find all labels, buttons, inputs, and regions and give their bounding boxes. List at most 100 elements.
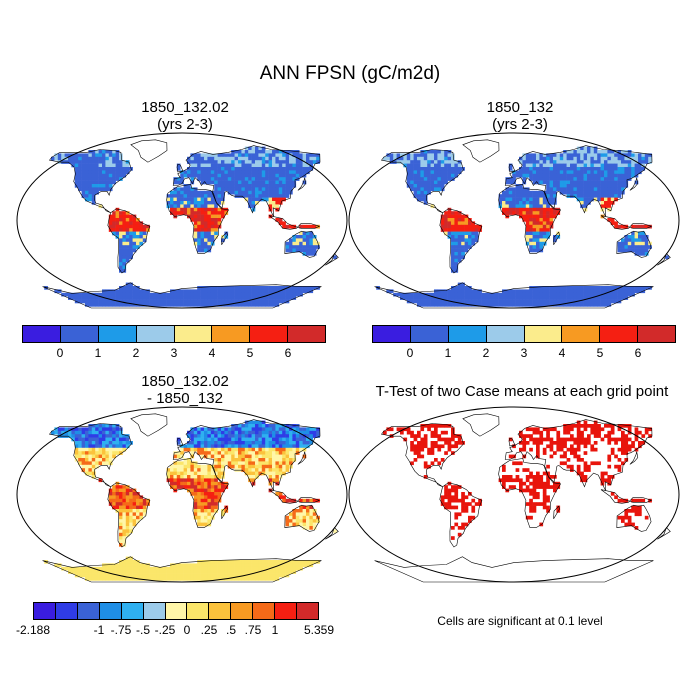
colorbar-tick-label: 0 — [183, 623, 191, 637]
colorbar-swatch — [373, 326, 411, 342]
colorbar-tick-label: -2.188 — [15, 623, 51, 637]
colorbar-tick-label: 0 — [406, 346, 414, 360]
panel-title-ttest: T-Test of two Case means at each grid po… — [375, 383, 669, 400]
coastline-eurasia — [172, 145, 321, 217]
coastline-southAmerica — [107, 208, 151, 274]
map-border — [348, 132, 680, 309]
colorbar-swatch — [448, 326, 487, 342]
coastline-madagascar — [553, 231, 560, 245]
colorbar-swatch — [209, 603, 232, 619]
colorbar-tick-label: .75 — [244, 623, 262, 637]
colorbar-case2 — [372, 325, 676, 343]
colorbar-tick-label: 1 — [94, 346, 102, 360]
coastline-antarctica — [374, 556, 654, 583]
coastline-eurasia — [172, 419, 321, 491]
coastline-africa — [498, 184, 562, 254]
colorbar-tick-label: .25 — [200, 623, 218, 637]
colorbar-swatch — [231, 603, 254, 619]
coastline-newzealand — [325, 253, 339, 266]
significance-footnote: Cells are significant at 0.1 level — [437, 614, 603, 628]
colorbar-swatch — [212, 326, 251, 342]
coastline-japan — [629, 177, 639, 191]
colorbar-labels-case2: 0 1 2 3 4 5 6 — [372, 346, 676, 360]
colorbar-swatch — [253, 603, 276, 619]
colorbar-tick-label: 2 — [482, 346, 490, 360]
colorbar-swatch — [288, 326, 325, 342]
map-ttest — [348, 406, 680, 583]
coastline-japan — [629, 451, 639, 465]
coastline-indonesia — [600, 215, 653, 230]
map-border — [16, 132, 348, 309]
coastline-madagascar — [221, 231, 228, 245]
coastline-greenland — [462, 413, 500, 437]
map-case1 — [16, 132, 348, 309]
colorbar-tick-label: 1 — [271, 623, 279, 637]
colorbar-tick-label: -.75 — [110, 623, 132, 637]
colorbar-tick-label: 0 — [56, 346, 64, 360]
coastline-antarctica — [42, 556, 322, 583]
colorbar-tick-label: 1 — [444, 346, 452, 360]
coastline-greenland — [462, 139, 500, 163]
colorbar-tick-label: -.25 — [154, 623, 176, 637]
colorbar-swatch — [410, 326, 449, 342]
map-case2 — [348, 132, 680, 309]
colorbar-swatch — [165, 603, 188, 619]
colorbar-tick-label: -1 — [93, 623, 105, 637]
colorbar-swatch — [486, 326, 525, 342]
colorbar-tick-label: 4 — [558, 346, 566, 360]
colorbar-tick-label: -.5 — [135, 623, 151, 637]
coastline-australia — [284, 504, 320, 532]
coastline-japan — [297, 451, 307, 465]
colorbar-labels-case1: 0 1 2 3 4 5 6 — [22, 346, 326, 360]
colorbar-tick-label: 6 — [634, 346, 642, 360]
coastline-australia — [616, 504, 652, 532]
coastline-uk — [508, 437, 516, 447]
colorbar-tick-label: 5 — [596, 346, 604, 360]
coastline-northAmerica — [48, 423, 132, 487]
map-data-cells — [44, 420, 337, 581]
colorbar-swatch — [143, 603, 166, 619]
colorbar-swatch — [55, 603, 78, 619]
coastline-indonesia — [600, 489, 653, 504]
coastline-uk — [508, 163, 516, 173]
colorbar-swatch — [524, 326, 563, 342]
panel-title-case1: 1850_132.02 (yrs 2-3) — [141, 99, 229, 133]
coastline-uk — [176, 163, 184, 173]
coastline-southAmerica — [439, 208, 483, 274]
colorbar-swatch — [60, 326, 99, 342]
coastline-africa — [498, 458, 562, 528]
map-border — [348, 406, 680, 583]
panel-title-difference: 1850_132.02 - 1850_132 — [141, 373, 229, 407]
coastline-greenland — [130, 413, 168, 437]
colorbar-swatch — [77, 603, 100, 619]
colorbar-tick-label: 3 — [520, 346, 528, 360]
colorbar-swatch — [600, 326, 639, 342]
colorbar-swatch — [275, 603, 298, 619]
map-data-cells — [376, 146, 669, 307]
coastline-greenland — [130, 139, 168, 163]
colorbar-tick-label: 5 — [246, 346, 254, 360]
colorbar-tick-label: .5 — [225, 623, 237, 637]
coastline-uk — [176, 437, 184, 447]
colorbar-tick-label: 5.359 — [303, 623, 335, 637]
colorbar-swatch — [136, 326, 175, 342]
colorbar-tick-label: 6 — [284, 346, 292, 360]
colorbar-tick-label: 4 — [208, 346, 216, 360]
colorbar-swatch — [121, 603, 144, 619]
coastline-antarctica — [42, 282, 322, 309]
colorbar-swatch — [23, 326, 61, 342]
map-difference — [16, 406, 348, 583]
colorbar-swatch — [297, 603, 318, 619]
coastline-northAmerica — [48, 149, 132, 213]
colorbar-swatch — [187, 603, 210, 619]
coastline-northAmerica — [380, 149, 464, 213]
colorbar-difference — [33, 602, 319, 620]
figure-title: ANN FPSN (gC/m2d) — [259, 63, 441, 84]
coastline-madagascar — [221, 505, 228, 519]
colorbar-labels-difference: -2.188 -1 -.75 -.5 -.25 0 .25 .5 .75 1 5.359 — [16, 623, 334, 637]
map-data-cells — [44, 146, 337, 307]
coastline-australia — [616, 230, 652, 258]
colorbar-swatch — [562, 326, 601, 342]
colorbar-case1 — [22, 325, 326, 343]
map-border — [16, 406, 348, 583]
